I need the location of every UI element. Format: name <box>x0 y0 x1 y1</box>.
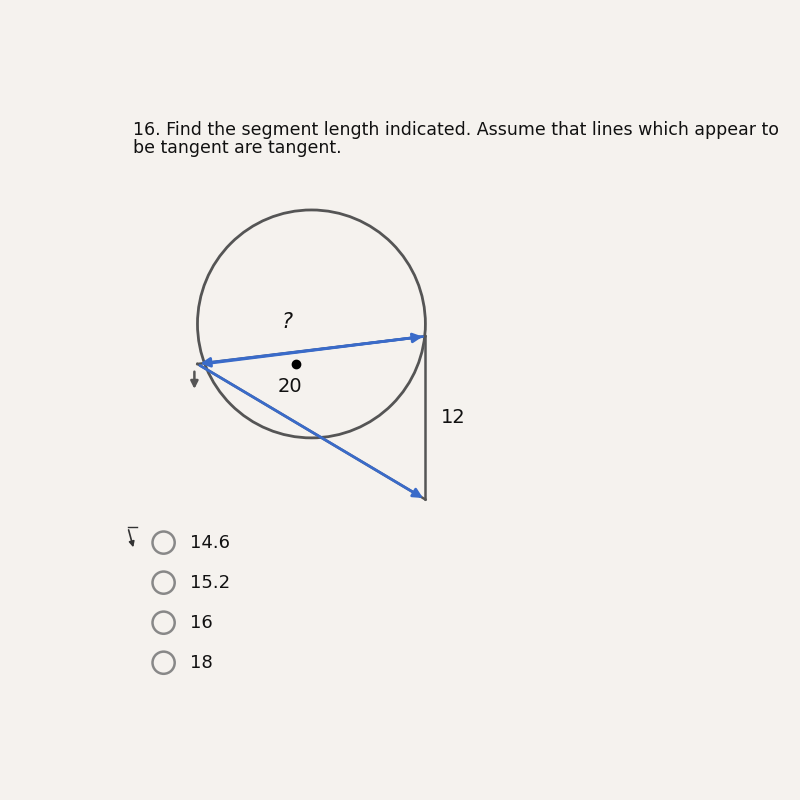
Text: 12: 12 <box>441 408 466 427</box>
Text: 18: 18 <box>190 654 213 672</box>
Text: be tangent are tangent.: be tangent are tangent. <box>133 139 342 157</box>
Text: 20: 20 <box>278 377 302 396</box>
Text: 16: 16 <box>190 614 213 632</box>
Text: ?: ? <box>282 312 292 332</box>
Text: 15.2: 15.2 <box>190 574 230 592</box>
Text: 16. Find the segment length indicated. Assume that lines which appear to: 16. Find the segment length indicated. A… <box>133 121 778 138</box>
Text: 14.6: 14.6 <box>190 534 230 552</box>
